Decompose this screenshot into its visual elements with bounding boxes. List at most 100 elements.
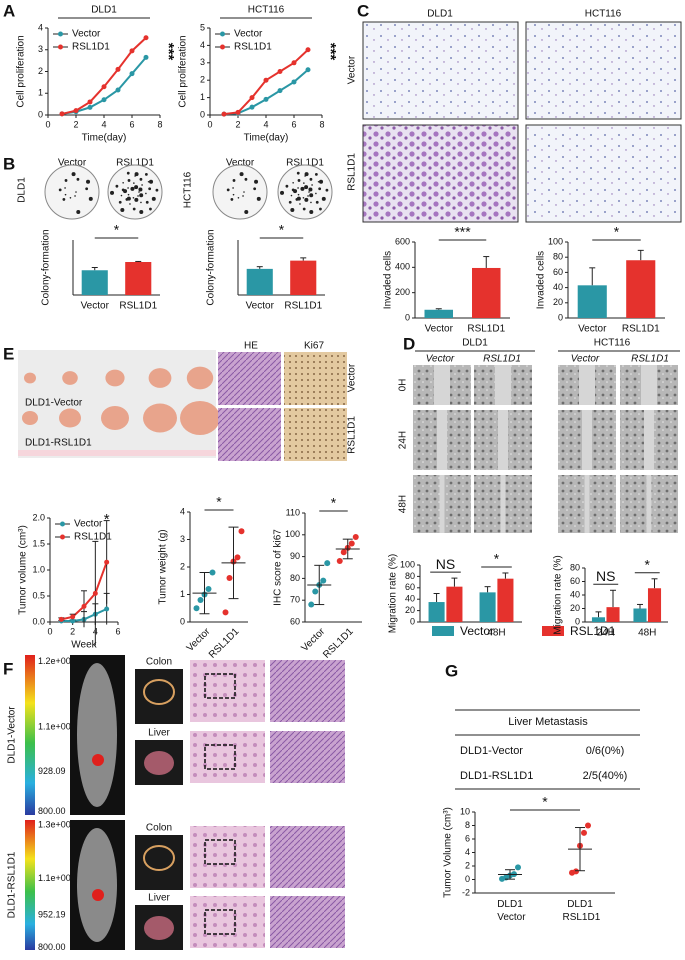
colony	[226, 188, 230, 192]
scale-label: 1.3e+003	[38, 820, 76, 830]
colony	[120, 207, 125, 212]
y-tick-label: 2	[38, 66, 43, 76]
colony	[288, 200, 292, 204]
signal	[92, 754, 104, 766]
legend-marker	[60, 521, 65, 527]
y-tick-label: 6	[465, 833, 470, 843]
point	[193, 605, 200, 612]
stain-image	[218, 352, 281, 405]
y-tick-label: 110	[286, 507, 300, 517]
y-tick-label: 100	[548, 236, 563, 246]
image-column-label: HE	[244, 341, 258, 352]
significance-label: ***	[322, 43, 339, 61]
legend-label: RSL1D1	[570, 624, 616, 638]
y-tick-label: 0	[558, 312, 563, 322]
image-row-label: DLD1-Vector	[7, 706, 18, 764]
y-axis-title: Tumor volume (cm³)	[18, 525, 29, 615]
y-tick-label: 20	[570, 603, 580, 613]
legend-label: Vector	[234, 29, 263, 40]
y-tick-label: 80	[553, 252, 563, 262]
tumor-photo	[18, 350, 216, 458]
zoom-box	[204, 673, 236, 699]
colony	[319, 179, 324, 184]
colony	[62, 198, 66, 201]
x-tick-label: 8	[157, 119, 162, 129]
y-tick-label: 0	[38, 109, 43, 119]
chart-title: DLD1	[91, 5, 117, 16]
y-tick-label: 1.0	[32, 564, 45, 574]
colony	[115, 184, 119, 188]
point	[104, 559, 110, 565]
tumor	[101, 406, 129, 430]
y-tick-label: 80	[290, 573, 300, 583]
x-tick-label: 0	[207, 119, 212, 129]
significance-label: ***	[160, 43, 177, 61]
tumor	[105, 369, 125, 387]
point	[58, 616, 64, 622]
image-column-label: RSL1D1	[631, 354, 669, 365]
y-tick-label: 80	[570, 562, 580, 572]
wound-gap	[500, 475, 506, 533]
y-tick-label: 3	[38, 44, 43, 54]
point	[515, 864, 521, 871]
colony	[141, 184, 143, 186]
point	[221, 111, 227, 117]
y-tick-label: 2	[465, 860, 470, 870]
x-tick-label: Vector	[578, 324, 607, 335]
y-tick-label: 0	[410, 616, 415, 626]
y-tick-label: 3	[180, 534, 185, 544]
colony	[314, 172, 318, 176]
colony	[302, 207, 306, 211]
colony	[304, 197, 309, 202]
colony	[144, 172, 148, 176]
tumor	[62, 371, 78, 385]
significance-label: *	[645, 557, 651, 573]
colony-plate	[44, 164, 100, 220]
colony	[254, 179, 259, 184]
colony	[315, 192, 317, 195]
x-tick-label: 8	[319, 119, 324, 129]
y-tick-label: 100	[285, 529, 300, 539]
x-tick-label: DLD1 RSL1D1	[560, 899, 601, 923]
significance-label: *	[331, 495, 337, 511]
bar	[81, 270, 108, 295]
y-axis-title: Cell proliferation	[16, 35, 27, 107]
scale-label: 928.09	[38, 766, 66, 776]
point	[573, 868, 579, 875]
image-row-label: 0H	[398, 379, 409, 392]
organ-label: Liver	[148, 728, 170, 739]
bar	[125, 262, 152, 295]
colony	[319, 207, 322, 211]
x-tick-label: 48H	[638, 628, 656, 639]
point	[238, 528, 245, 535]
colony	[299, 203, 301, 205]
x-tick-label: RSL1D1	[321, 626, 356, 661]
colony	[310, 201, 312, 204]
invasion-image	[525, 21, 682, 120]
colony	[127, 193, 130, 196]
y-tick-label: 600	[395, 236, 410, 246]
legend-label: Vector	[74, 519, 103, 530]
point	[291, 60, 297, 66]
colony	[297, 179, 301, 182]
x-tick-label: RSL1D1	[119, 301, 157, 312]
wound-gap	[434, 365, 450, 405]
significance-label: *	[614, 224, 620, 240]
colony	[285, 184, 289, 188]
image-row-label: RSL1D1	[347, 153, 358, 191]
y-axis-title: IHC score of ki67	[273, 529, 284, 606]
point	[352, 533, 359, 540]
invasion-image	[525, 124, 682, 223]
colony	[134, 175, 136, 177]
y-tick-label: 60	[553, 267, 563, 277]
tumor	[143, 403, 177, 433]
x-tick-label: RSL1D1	[467, 324, 505, 335]
organ	[143, 845, 175, 871]
table-cell: 0/6(0%)	[586, 745, 625, 757]
image-group-label: DLD1	[462, 338, 488, 349]
x-tick-label: RSL1D1	[207, 626, 242, 661]
colony	[151, 196, 156, 201]
image-column-label: Vector	[426, 354, 455, 365]
point	[205, 586, 212, 592]
colony	[244, 177, 248, 181]
